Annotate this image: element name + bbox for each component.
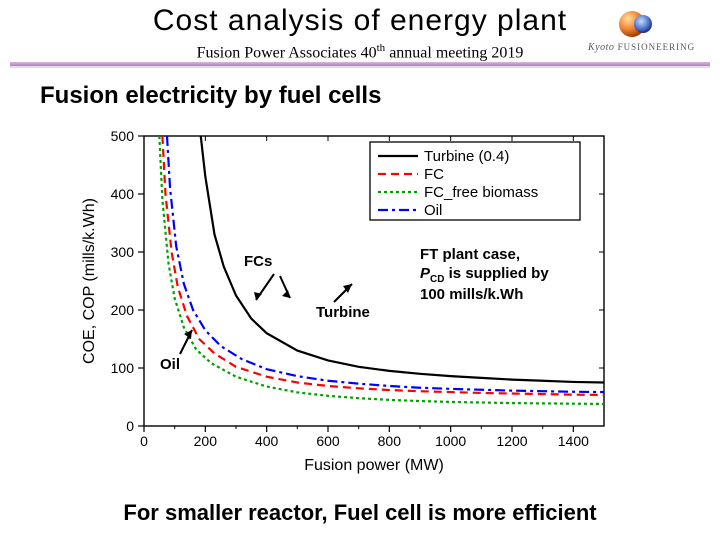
svg-text:200: 200 [194,433,218,449]
arrow-turbine-icon [328,280,358,306]
section-heading: Fusion electricity by fuel cells [40,82,381,110]
conclusion-text: For smaller reactor, Fuel cell is more e… [0,500,720,526]
svg-text:400: 400 [111,186,135,202]
logo-orb-icon [618,6,654,42]
annot-oil: Oil [160,356,180,375]
subtitle-suffix: annual meeting 2019 [385,44,523,61]
arrow-fcs-icon [248,270,294,310]
svg-text:600: 600 [316,433,340,449]
svg-text:1200: 1200 [496,433,527,449]
accent-bar [10,62,710,68]
note-line3: 100 mills/k.Wh [420,286,610,305]
svg-text:COE, COP (mills/k.Wh): COE, COP (mills/k.Wh) [81,198,98,364]
svg-text:Turbine (0.4): Turbine (0.4) [424,148,509,165]
svg-text:FC: FC [424,166,444,183]
svg-text:500: 500 [111,128,135,144]
svg-text:400: 400 [255,433,279,449]
svg-text:200: 200 [111,302,135,318]
svg-text:FC_free biomass: FC_free biomass [424,184,538,201]
svg-text:1000: 1000 [435,433,466,449]
svg-text:0: 0 [140,433,148,449]
svg-text:0: 0 [126,418,134,434]
svg-text:1400: 1400 [558,433,589,449]
svg-text:Fusion power (MW): Fusion power (MW) [304,457,444,474]
annot-fcs: FCs [244,253,272,272]
annot-turbine: Turbine [316,304,370,323]
note-line1: FT plant case, [420,246,610,265]
svg-text:100: 100 [111,360,135,376]
svg-text:300: 300 [111,244,135,260]
svg-text:Oil: Oil [424,202,442,219]
subtitle-sup: th [377,42,386,54]
svg-text:800: 800 [378,433,402,449]
arrow-oil-icon [174,326,198,356]
subtitle-prefix: Fusion Power Associates 40 [197,44,377,61]
chart-container: 0 200 400 600 800 1000 1200 1400 0 100 200 300 400 50… [70,118,630,478]
note-line2: PCD is supplied by [420,265,610,287]
annot-note: FT plant case, PCD is supplied by 100 mi… [420,246,610,305]
brand-logo: Kyoto FUSIONEERING [588,6,708,54]
logo-text: Kyoto FUSIONEERING [588,42,695,53]
